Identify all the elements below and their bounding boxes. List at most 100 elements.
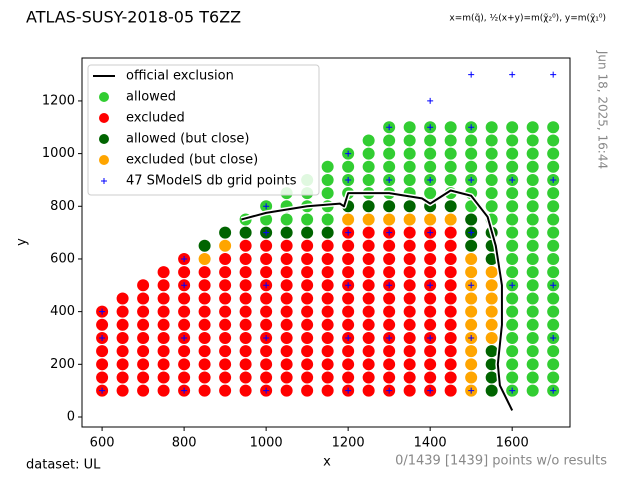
point: [383, 345, 396, 358]
point: [321, 331, 334, 344]
point: [321, 305, 334, 318]
point: [526, 318, 539, 331]
point: [301, 292, 314, 305]
legend-marker: [99, 155, 109, 165]
point: [506, 160, 519, 173]
grid-point: [386, 334, 393, 341]
point: [403, 371, 416, 384]
grid-point: [468, 71, 475, 78]
legend-plus: [101, 178, 107, 184]
point: [506, 266, 519, 279]
grid-point: [468, 229, 475, 236]
footer-left: dataset: UL: [26, 458, 101, 473]
point: [526, 371, 539, 384]
point: [362, 384, 375, 397]
point: [321, 384, 334, 397]
point: [506, 305, 519, 318]
grid-point: [181, 255, 188, 262]
legend-box: [87, 64, 320, 196]
point: [485, 173, 498, 186]
point: [444, 239, 457, 252]
point: [485, 279, 498, 292]
point: [526, 266, 539, 279]
point: [137, 279, 150, 292]
point: [424, 318, 437, 331]
point: [321, 279, 334, 292]
point: [116, 358, 129, 371]
grid-point: [468, 387, 475, 394]
point: [526, 252, 539, 265]
point: [137, 331, 150, 344]
point: [383, 318, 396, 331]
point: [526, 384, 539, 397]
y-tick-label: 600: [50, 251, 75, 266]
point: [465, 134, 478, 147]
grid-point: [345, 229, 352, 236]
point: [444, 331, 457, 344]
point: [526, 147, 539, 160]
point: [526, 160, 539, 173]
y-tick-label: 800: [50, 199, 75, 214]
point: [444, 266, 457, 279]
point: [485, 318, 498, 331]
point: [157, 305, 170, 318]
point: [506, 134, 519, 147]
point: [465, 292, 478, 305]
grid-point: [427, 124, 434, 131]
point: [342, 292, 355, 305]
point: [383, 266, 396, 279]
point: [321, 226, 334, 239]
point: [137, 292, 150, 305]
point: [301, 318, 314, 331]
point: [157, 331, 170, 344]
point: [383, 305, 396, 318]
grid-point: [427, 282, 434, 289]
point: [198, 318, 211, 331]
point: [362, 331, 375, 344]
point: [424, 358, 437, 371]
point: [526, 173, 539, 186]
point: [403, 266, 416, 279]
x-tick-label: 1200: [332, 436, 365, 451]
point: [526, 358, 539, 371]
point: [485, 187, 498, 200]
grid-point: [427, 334, 434, 341]
point: [260, 213, 273, 226]
point: [362, 147, 375, 160]
point: [239, 331, 252, 344]
grid-point: [99, 334, 106, 341]
point: [444, 292, 457, 305]
point: [383, 358, 396, 371]
point: [383, 134, 396, 147]
point: [321, 358, 334, 371]
point: [485, 371, 498, 384]
grid-point: [468, 176, 475, 183]
point: [547, 318, 560, 331]
point: [465, 252, 478, 265]
point: [280, 292, 293, 305]
point: [506, 187, 519, 200]
grid-point: [427, 97, 434, 104]
point: [362, 239, 375, 252]
point: [424, 266, 437, 279]
point: [403, 134, 416, 147]
exclusion-line: [241, 189, 514, 411]
point: [383, 292, 396, 305]
point: [321, 239, 334, 252]
x-tick-label: 1600: [496, 436, 529, 451]
point: [403, 252, 416, 265]
point: [198, 239, 211, 252]
point: [547, 187, 560, 200]
point: [301, 358, 314, 371]
point: [526, 345, 539, 358]
point: [403, 331, 416, 344]
grid-point: [386, 229, 393, 236]
y-tick-label: 1000: [42, 146, 75, 161]
point: [444, 213, 457, 226]
grid-point: [345, 387, 352, 394]
point: [280, 358, 293, 371]
point: [547, 121, 560, 134]
point: [362, 252, 375, 265]
point: [506, 239, 519, 252]
legend-marker: [99, 134, 109, 144]
